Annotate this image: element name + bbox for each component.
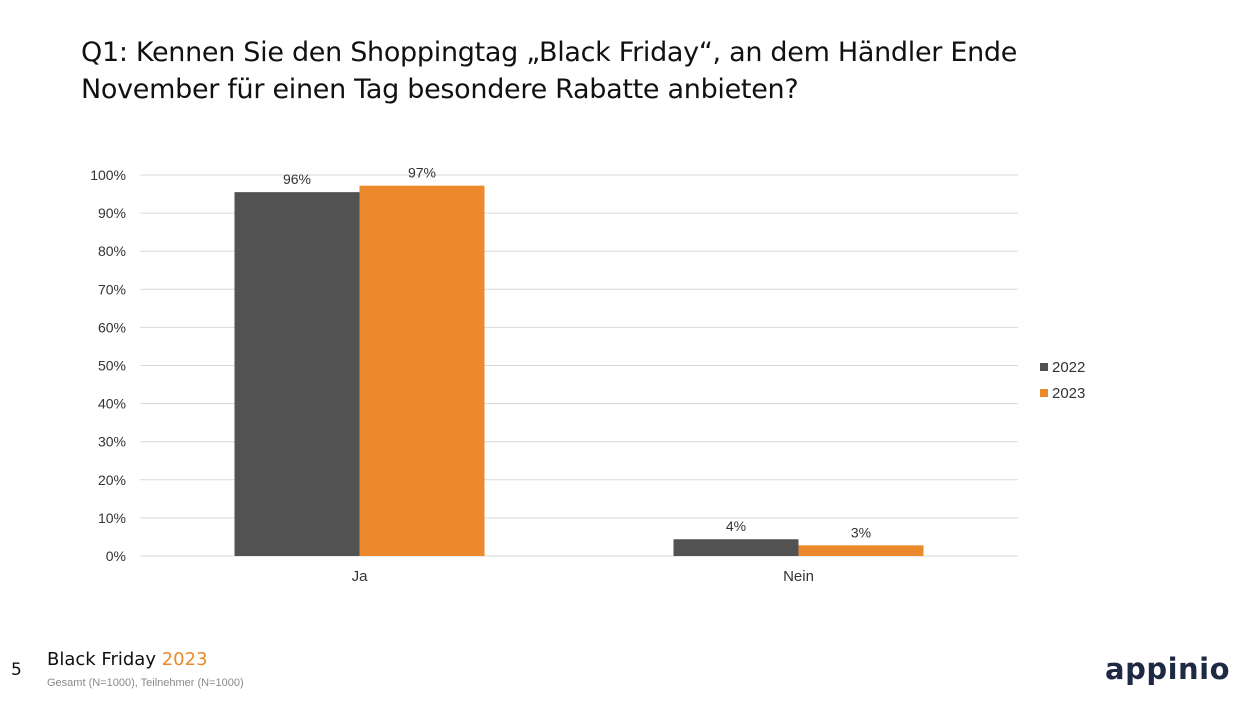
data-label-nein-2023: 3%	[851, 524, 871, 540]
y-tick-label-50: 50%	[98, 358, 126, 374]
bar-ja-2022	[234, 192, 360, 556]
y-tick-label-60: 60%	[98, 319, 126, 335]
legend-swatch-2022	[1040, 363, 1048, 371]
legend-item-2022: 2022	[1040, 354, 1085, 380]
slide-title-line-1: Q1: Kennen Sie den Shoppingtag „Black Fr…	[81, 37, 1018, 68]
bar-nein-2023	[798, 545, 924, 556]
y-tick-label-90: 90%	[98, 205, 126, 221]
x-tick-label-nein: Nein	[783, 568, 814, 585]
chart-legend: 2022 2023	[1040, 354, 1085, 406]
page-number: 5	[11, 660, 22, 680]
y-tick-label-30: 30%	[98, 434, 126, 450]
y-tick-label-70: 70%	[98, 281, 126, 297]
legend-item-2023: 2023	[1040, 380, 1085, 406]
y-tick-label-80: 80%	[98, 243, 126, 259]
data-label-nein-2022: 4%	[726, 518, 746, 534]
footer-sample-note: Gesamt (N=1000), Teilnehmer (N=1000)	[47, 677, 244, 689]
x-tick-label-ja: Ja	[352, 568, 369, 585]
y-tick-label-20: 20%	[98, 472, 126, 488]
slide-title-line-2: November für einen Tag besondere Rabatte…	[81, 74, 799, 105]
footer-title-text: Black Friday	[47, 649, 156, 670]
y-tick-label-0: 0%	[106, 548, 126, 564]
slide-title: Q1: Kennen Sie den Shoppingtag „Black Fr…	[81, 34, 1081, 108]
y-tick-label-10: 10%	[98, 510, 126, 526]
data-label-ja-2023: 97%	[408, 165, 436, 181]
y-tick-label-40: 40%	[98, 396, 126, 412]
footer-title-year: 2023	[161, 649, 208, 670]
legend-swatch-2023	[1040, 389, 1048, 397]
legend-label-2022: 2022	[1052, 358, 1086, 376]
y-tick-label-100: 100%	[90, 167, 126, 183]
appinio-logo: appinio	[1105, 652, 1231, 686]
bar-nein-2022	[673, 539, 799, 556]
bar-ja-2023	[359, 185, 485, 556]
legend-label-2023: 2023	[1052, 384, 1086, 402]
footer-title: Black Friday 2023	[47, 649, 208, 670]
data-label-ja-2022: 96%	[283, 171, 311, 187]
